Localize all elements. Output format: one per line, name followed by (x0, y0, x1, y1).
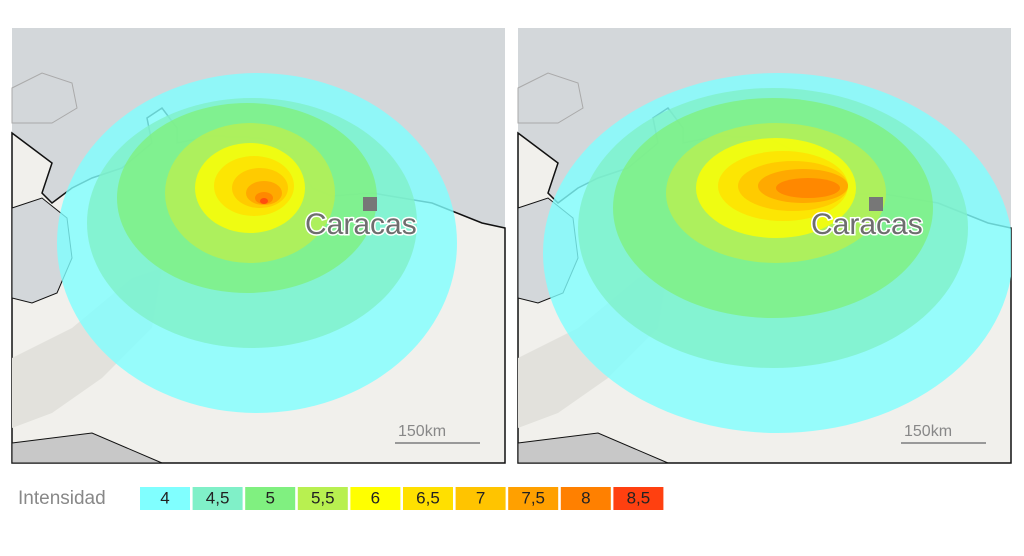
city-marker (363, 197, 377, 211)
legend-label: 4 (160, 488, 169, 507)
legend-label: 5 (265, 488, 274, 507)
map-panel: Caracas 150km (517, 27, 1012, 464)
legend-swatch (403, 487, 453, 510)
scale-label: 150km (904, 423, 952, 440)
legend-swatch (245, 487, 296, 510)
city-marker (869, 197, 883, 211)
legend-title: Intensidad (18, 488, 106, 509)
legend-swatch (297, 487, 348, 510)
legend-label: 5,5 (311, 488, 335, 507)
legend-swatch (350, 487, 401, 510)
legend-swatch (613, 487, 664, 510)
legend-label: 6 (371, 488, 380, 507)
intensity-zone (260, 198, 268, 204)
legend-label: 7,5 (521, 488, 545, 507)
legend-label: 8,5 (627, 488, 651, 507)
legend-swatch (508, 487, 559, 510)
map-panel: Caracas 150km (11, 27, 506, 464)
legend-swatch (560, 487, 611, 510)
legend-label: 6,5 (416, 488, 440, 507)
legend-swatch (192, 487, 243, 510)
city-label: Caracas (305, 208, 417, 241)
legend-label: 8 (581, 488, 590, 507)
legend-swatch (140, 487, 190, 510)
city-label: Caracas (811, 208, 923, 241)
legend-label: 4,5 (206, 488, 230, 507)
scale-label: 150km (398, 423, 446, 440)
legend-swatch (455, 487, 506, 510)
legend-label: 7 (476, 488, 485, 507)
intensity-zone (776, 178, 840, 198)
